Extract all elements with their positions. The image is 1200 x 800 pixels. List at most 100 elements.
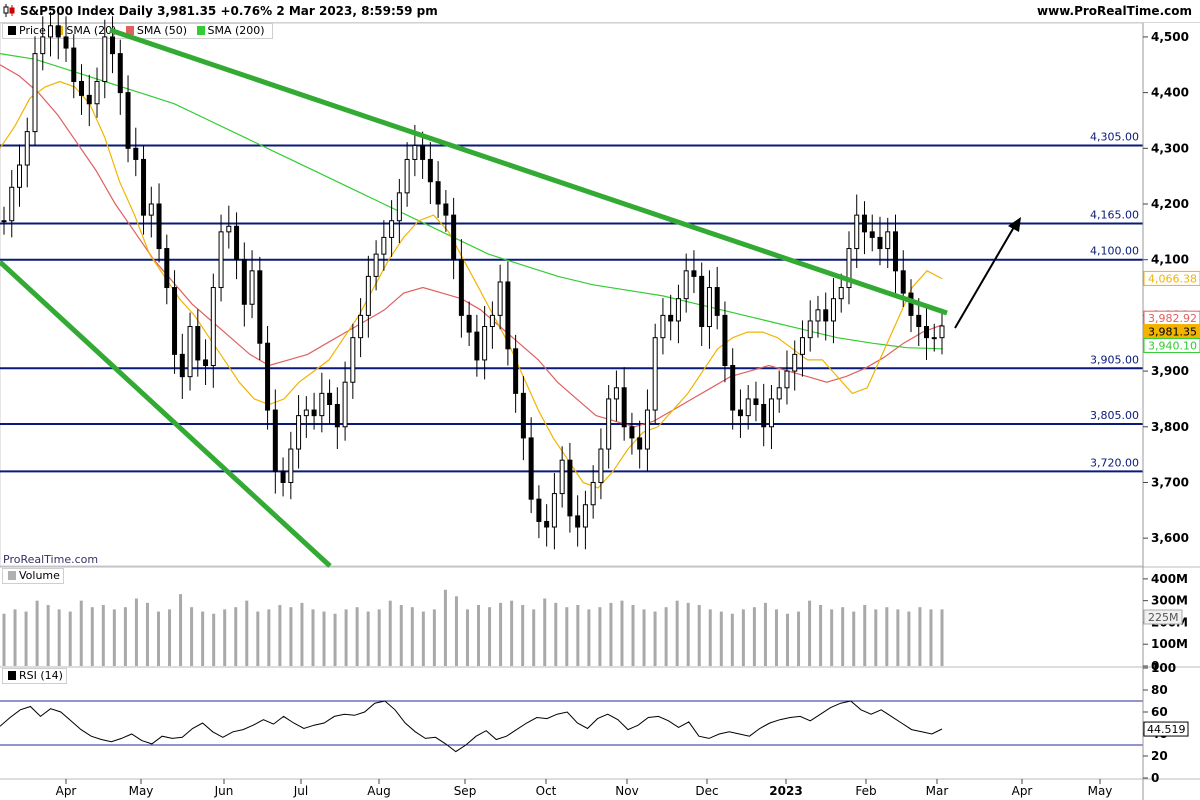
volume-bar	[101, 605, 105, 666]
volume-tick-label: 0	[1151, 659, 1159, 673]
price-candle	[505, 281, 511, 350]
price-candle	[404, 158, 410, 194]
legend-sma200[interactable]: SMA (200)	[195, 24, 265, 37]
price-candle	[365, 275, 371, 316]
price-candle	[885, 231, 891, 250]
volume-bar	[620, 600, 624, 666]
volume-bar	[267, 609, 271, 666]
chart-header: S&P500 Index Daily 3,981.35 +0.76% 2 Mar…	[0, 0, 1200, 23]
site-link[interactable]: www.ProRealTime.com	[1037, 4, 1192, 18]
price-candle	[412, 145, 418, 160]
price-candle	[520, 392, 526, 439]
price-tag-label: 4,066.38	[1148, 272, 1197, 285]
volume-bar	[179, 594, 183, 666]
price-candle	[613, 387, 619, 400]
price-candle	[660, 314, 666, 339]
volume-bar	[697, 605, 701, 666]
rsi-legend[interactable]: RSI (14)	[2, 668, 67, 684]
price-candle	[497, 281, 503, 316]
price-candle	[706, 287, 712, 328]
volume-legend[interactable]: Volume	[2, 568, 64, 584]
price-candle	[350, 337, 356, 383]
price-candle	[691, 270, 697, 277]
volume-bar	[168, 609, 172, 666]
price-candle	[451, 214, 457, 261]
volume-bar	[90, 607, 94, 666]
price-candle	[342, 381, 348, 428]
price-candle	[86, 94, 92, 105]
volume-bar	[388, 600, 392, 666]
price-candle	[17, 164, 23, 188]
price-candle	[203, 359, 209, 367]
price-candle	[249, 270, 255, 305]
volume-bar	[576, 605, 580, 666]
horizontal-level-label: 4,305.00	[1090, 131, 1139, 144]
price-tag-label: 3,981.35	[1148, 326, 1197, 339]
price-candle	[210, 287, 216, 367]
price-candle	[172, 287, 178, 355]
price-tick-label: 3,800	[1151, 420, 1189, 434]
price-candle	[629, 426, 635, 439]
price-candle	[528, 437, 534, 500]
price-tick-label: 4,100	[1151, 253, 1189, 267]
legend-price[interactable]: Price	[6, 24, 46, 37]
volume-bar	[819, 605, 823, 666]
price-candle	[319, 392, 325, 417]
rsi-tick-label: 20	[1151, 749, 1168, 763]
price-candle	[435, 181, 441, 205]
x-tick-label: Jul	[293, 784, 308, 798]
volume-bar	[797, 611, 801, 666]
price-candle	[807, 320, 813, 339]
price-candle	[699, 275, 705, 328]
price-candle	[830, 298, 836, 322]
volume-bar	[355, 607, 359, 666]
ma-line-sma200	[0, 53, 943, 350]
price-candle	[458, 259, 464, 316]
legend-sma50[interactable]: SMA (50)	[124, 24, 187, 37]
price-candle	[761, 403, 767, 428]
price-candle	[916, 314, 922, 328]
price-candle	[358, 314, 364, 339]
price-candle	[683, 270, 689, 300]
price-candle	[745, 398, 751, 417]
rsi-tick-label: 60	[1151, 705, 1168, 719]
price-tag-box	[1143, 270, 1200, 286]
price-candle	[846, 248, 852, 289]
volume-bar	[521, 605, 525, 666]
volume-bar	[410, 607, 414, 666]
sma50-swatch-icon	[125, 26, 134, 35]
price-candle	[427, 158, 433, 183]
volume-bar	[808, 600, 812, 666]
moving-averages-layer	[0, 53, 943, 489]
sma200-swatch-icon	[196, 26, 205, 35]
price-candle	[637, 437, 643, 450]
price-candle	[598, 448, 604, 483]
chart-title: S&P500 Index Daily 3,981.35 +0.76% 2 Mar…	[20, 4, 438, 18]
volume-tick-label: 300M	[1151, 594, 1188, 608]
volume-bar	[421, 611, 425, 666]
volume-bar	[929, 609, 933, 666]
price-candle	[141, 158, 147, 216]
price-candle	[892, 231, 898, 272]
volume-bar	[322, 611, 326, 666]
volume-bar	[212, 613, 216, 666]
price-candle	[195, 326, 201, 361]
price-candle	[218, 231, 224, 289]
candlestick-icon	[3, 4, 15, 17]
volume-bar	[774, 609, 778, 666]
volume-bar	[830, 609, 834, 666]
price-candle	[55, 25, 61, 38]
rsi-tick-label: 80	[1151, 683, 1168, 697]
volume-bar	[940, 609, 944, 666]
volume-bar	[841, 607, 845, 666]
volume-bar	[245, 600, 249, 666]
volume-current-label: 225M	[1148, 611, 1179, 624]
volume-bar	[918, 607, 922, 666]
ma-line-sma50	[0, 64, 943, 428]
upper-trendline	[109, 27, 948, 316]
price-candle	[644, 409, 650, 450]
price-candle	[652, 337, 658, 411]
price-candle	[156, 203, 162, 250]
volume-bar	[741, 609, 745, 666]
